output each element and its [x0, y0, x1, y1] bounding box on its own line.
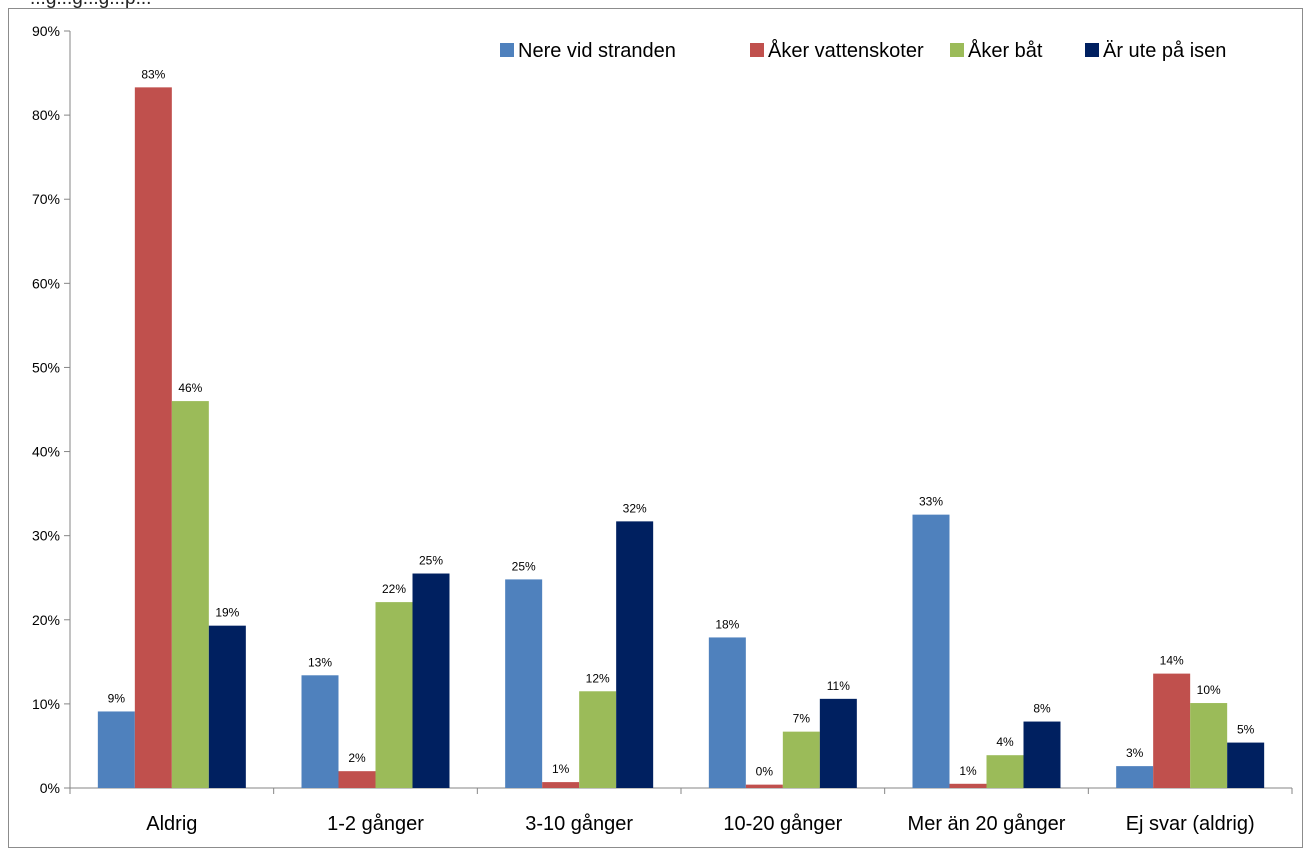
legend-swatch	[750, 43, 764, 57]
legend-label: Åker vattenskoter	[768, 39, 924, 62]
data-label: 11%	[827, 679, 850, 693]
bar	[1227, 742, 1265, 788]
x-category-label: Mer än 20 gånger	[908, 813, 1066, 835]
y-tick-label: 90%	[32, 23, 60, 39]
data-label: 1%	[552, 762, 570, 776]
data-label: 46%	[178, 381, 202, 395]
data-label: 3%	[1126, 746, 1144, 760]
bar	[745, 784, 783, 788]
bar	[708, 637, 746, 788]
y-tick-label: 50%	[32, 359, 60, 375]
y-tick-label: 30%	[32, 528, 60, 544]
x-category-label: Ej svar (aldrig)	[1126, 813, 1255, 835]
bar	[819, 698, 857, 788]
bar	[986, 755, 1024, 788]
bar	[338, 771, 376, 788]
bar	[1023, 721, 1061, 788]
chart-title-cutoff: ...g...g...g...p...	[30, 0, 151, 10]
data-label: 12%	[586, 671, 610, 685]
chart-axes: 0% 10% 20% 30% 40% 50% 60% 70% 80% 90% Aldrig 1-2 g…	[32, 23, 1293, 835]
y-tick-label: 10%	[32, 696, 60, 712]
legend-label: Nere vid stranden	[518, 40, 676, 62]
bar	[616, 521, 654, 788]
bar	[579, 691, 617, 788]
bar	[171, 401, 209, 788]
data-label: 22%	[382, 582, 406, 596]
data-label: 32%	[623, 501, 647, 515]
bar	[542, 782, 580, 788]
bar	[301, 675, 339, 788]
data-label: 33%	[919, 495, 943, 509]
data-label: 83%	[141, 67, 165, 81]
bar	[505, 579, 543, 788]
data-label: 14%	[1160, 654, 1184, 668]
x-category-label: 1-2 gånger	[327, 813, 424, 835]
x-category-label: 3-10 gånger	[525, 813, 633, 835]
legend-label: Åker båt	[968, 39, 1043, 62]
data-label: 4%	[996, 735, 1014, 749]
bar	[782, 731, 820, 788]
data-label: 2%	[348, 751, 366, 765]
bar	[1116, 766, 1154, 788]
data-label: 1%	[959, 764, 977, 778]
bar	[375, 602, 413, 788]
bar	[1153, 673, 1191, 788]
y-tick-label: 60%	[32, 275, 60, 291]
bar	[134, 87, 172, 789]
bar	[97, 711, 135, 788]
y-tick-label: 70%	[32, 191, 60, 207]
bar	[412, 573, 450, 788]
chart-bars	[97, 87, 1265, 789]
x-category-label: 10-20 gånger	[723, 813, 842, 835]
data-label: 25%	[512, 559, 536, 573]
data-labels: 9% 83% 46% 19% 13% 2% 22% 25% 25% 1% 12% 32% 18% 0% 7%…	[108, 67, 1255, 778]
data-label: 19%	[215, 606, 239, 620]
data-label: 5%	[1237, 723, 1255, 737]
y-tick-label: 0%	[40, 780, 60, 796]
y-tick-label: 20%	[32, 612, 60, 628]
legend-swatch	[1085, 43, 1099, 57]
data-label: 9%	[108, 691, 126, 705]
x-category-label: Aldrig	[146, 813, 197, 835]
data-label: 13%	[308, 655, 332, 669]
data-label: 0%	[756, 765, 774, 779]
data-label: 7%	[793, 712, 811, 726]
legend-swatch	[500, 43, 514, 57]
bar	[1190, 703, 1228, 788]
legend: Nere vid stranden Åker vattenskoter Åker b…	[500, 39, 1226, 62]
y-tick-label: 80%	[32, 107, 60, 123]
data-label: 8%	[1033, 702, 1051, 716]
legend-swatch	[950, 43, 964, 57]
bar	[949, 783, 987, 788]
y-tick-label: 40%	[32, 444, 60, 460]
data-label: 10%	[1197, 683, 1221, 697]
bar	[912, 514, 950, 788]
bar	[208, 625, 246, 788]
data-label: 25%	[419, 554, 443, 568]
data-label: 18%	[715, 617, 739, 631]
legend-label: Är ute på isen	[1103, 40, 1226, 62]
